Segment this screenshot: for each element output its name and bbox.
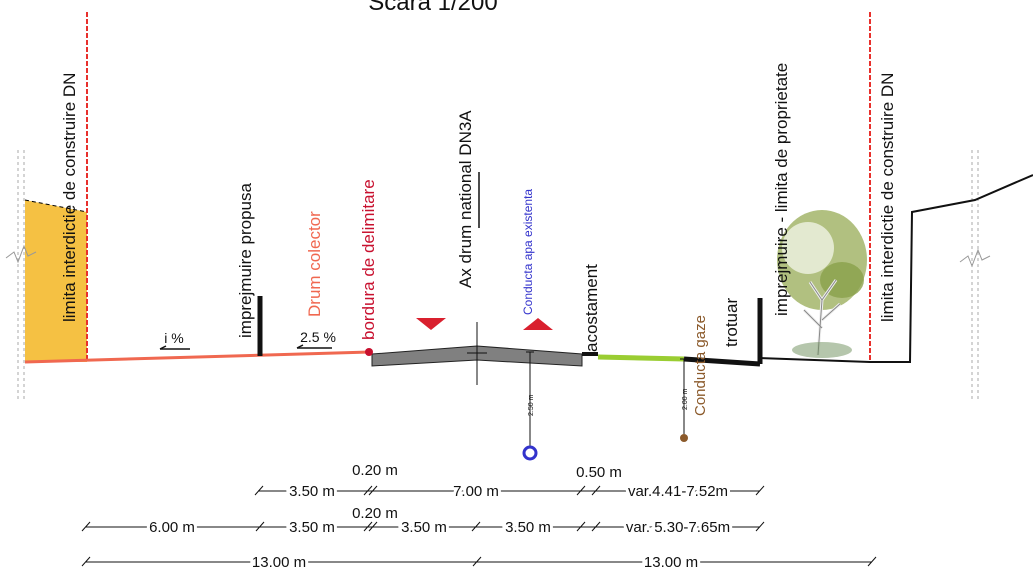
- dimension-row-2: [81, 521, 765, 532]
- dim-row2-top: 0.20 m: [352, 505, 398, 522]
- dim-row1-seg-1: 3.50 m: [289, 483, 335, 500]
- dim-row1-seg-2: 7.00 m: [453, 483, 499, 500]
- left-break-zigzag: [5, 244, 37, 264]
- road-axis-label: Ax drum national DN3A: [456, 110, 475, 288]
- ground-left-red: [24, 350, 371, 364]
- dim-row1-top-left: 0.20 m: [352, 462, 398, 479]
- water-pipe-label: Conducta apa existenta: [521, 189, 535, 315]
- dimension-row-1: [254, 485, 765, 496]
- water-pipe-depth: 2.50 m: [528, 394, 535, 416]
- tree-icon: [777, 210, 867, 358]
- gas-pipe-depth: 2.00 m: [682, 388, 689, 410]
- dim-row3-seg-2: 13.00 m: [644, 554, 698, 571]
- dim-row1-top-right: 0.50 m: [576, 464, 622, 481]
- water-level-triangle-left: [416, 318, 446, 330]
- water-pipe-icon: [522, 445, 538, 461]
- right-break-zigzag: [959, 248, 991, 268]
- water-level-triangle-right: [523, 318, 553, 330]
- delimit-curb-label: bordura de delimitare: [359, 179, 378, 340]
- scale-title: Scara 1/200: [368, 0, 497, 16]
- dim-row2-seg-5: var. 5.30-7.65m: [626, 519, 730, 536]
- ground-right: [759, 174, 1033, 363]
- shoulder-label: acostament: [582, 264, 601, 352]
- dimension-row-3: [81, 556, 877, 567]
- dim-row2-seg-1: 6.00 m: [149, 519, 195, 536]
- sidewalk-line: [683, 356, 761, 367]
- curb-point: [365, 348, 373, 356]
- sidewalk-label: trotuar: [722, 298, 741, 347]
- limit-left-label: limita interdictie de construire DN: [60, 73, 79, 322]
- slope-collector: 2.5 %: [296, 329, 336, 349]
- dim-row2-seg-4: 3.50 m: [505, 519, 551, 536]
- limit-right-label: limita interdictie de construire DN: [878, 73, 897, 322]
- slope-left-label: i %: [164, 330, 183, 346]
- slope-collector-label: 2.5 %: [300, 329, 336, 345]
- gas-pipe-icon: [680, 434, 688, 442]
- dim-row3-seg-1: 13.00 m: [252, 554, 306, 571]
- collector-road-label: Drum colector: [305, 211, 324, 317]
- dim-row1-seg-3: var.4.41-7.52m: [628, 483, 728, 500]
- fence-proposed-label: imprejmuire propusa: [236, 183, 255, 338]
- left-fill-area: [25, 200, 87, 362]
- green-strip: [597, 354, 685, 362]
- dim-row2-seg-2: 3.50 m: [289, 519, 335, 536]
- fence-property-label: imprejmuire - limita de proprietate: [772, 63, 791, 316]
- dim-row2-seg-3: 3.50 m: [401, 519, 447, 536]
- gas-pipe-label: Conducta gaze: [692, 315, 709, 416]
- slope-left: i %: [159, 330, 190, 350]
- left-fill-dashed: [24, 199, 88, 213]
